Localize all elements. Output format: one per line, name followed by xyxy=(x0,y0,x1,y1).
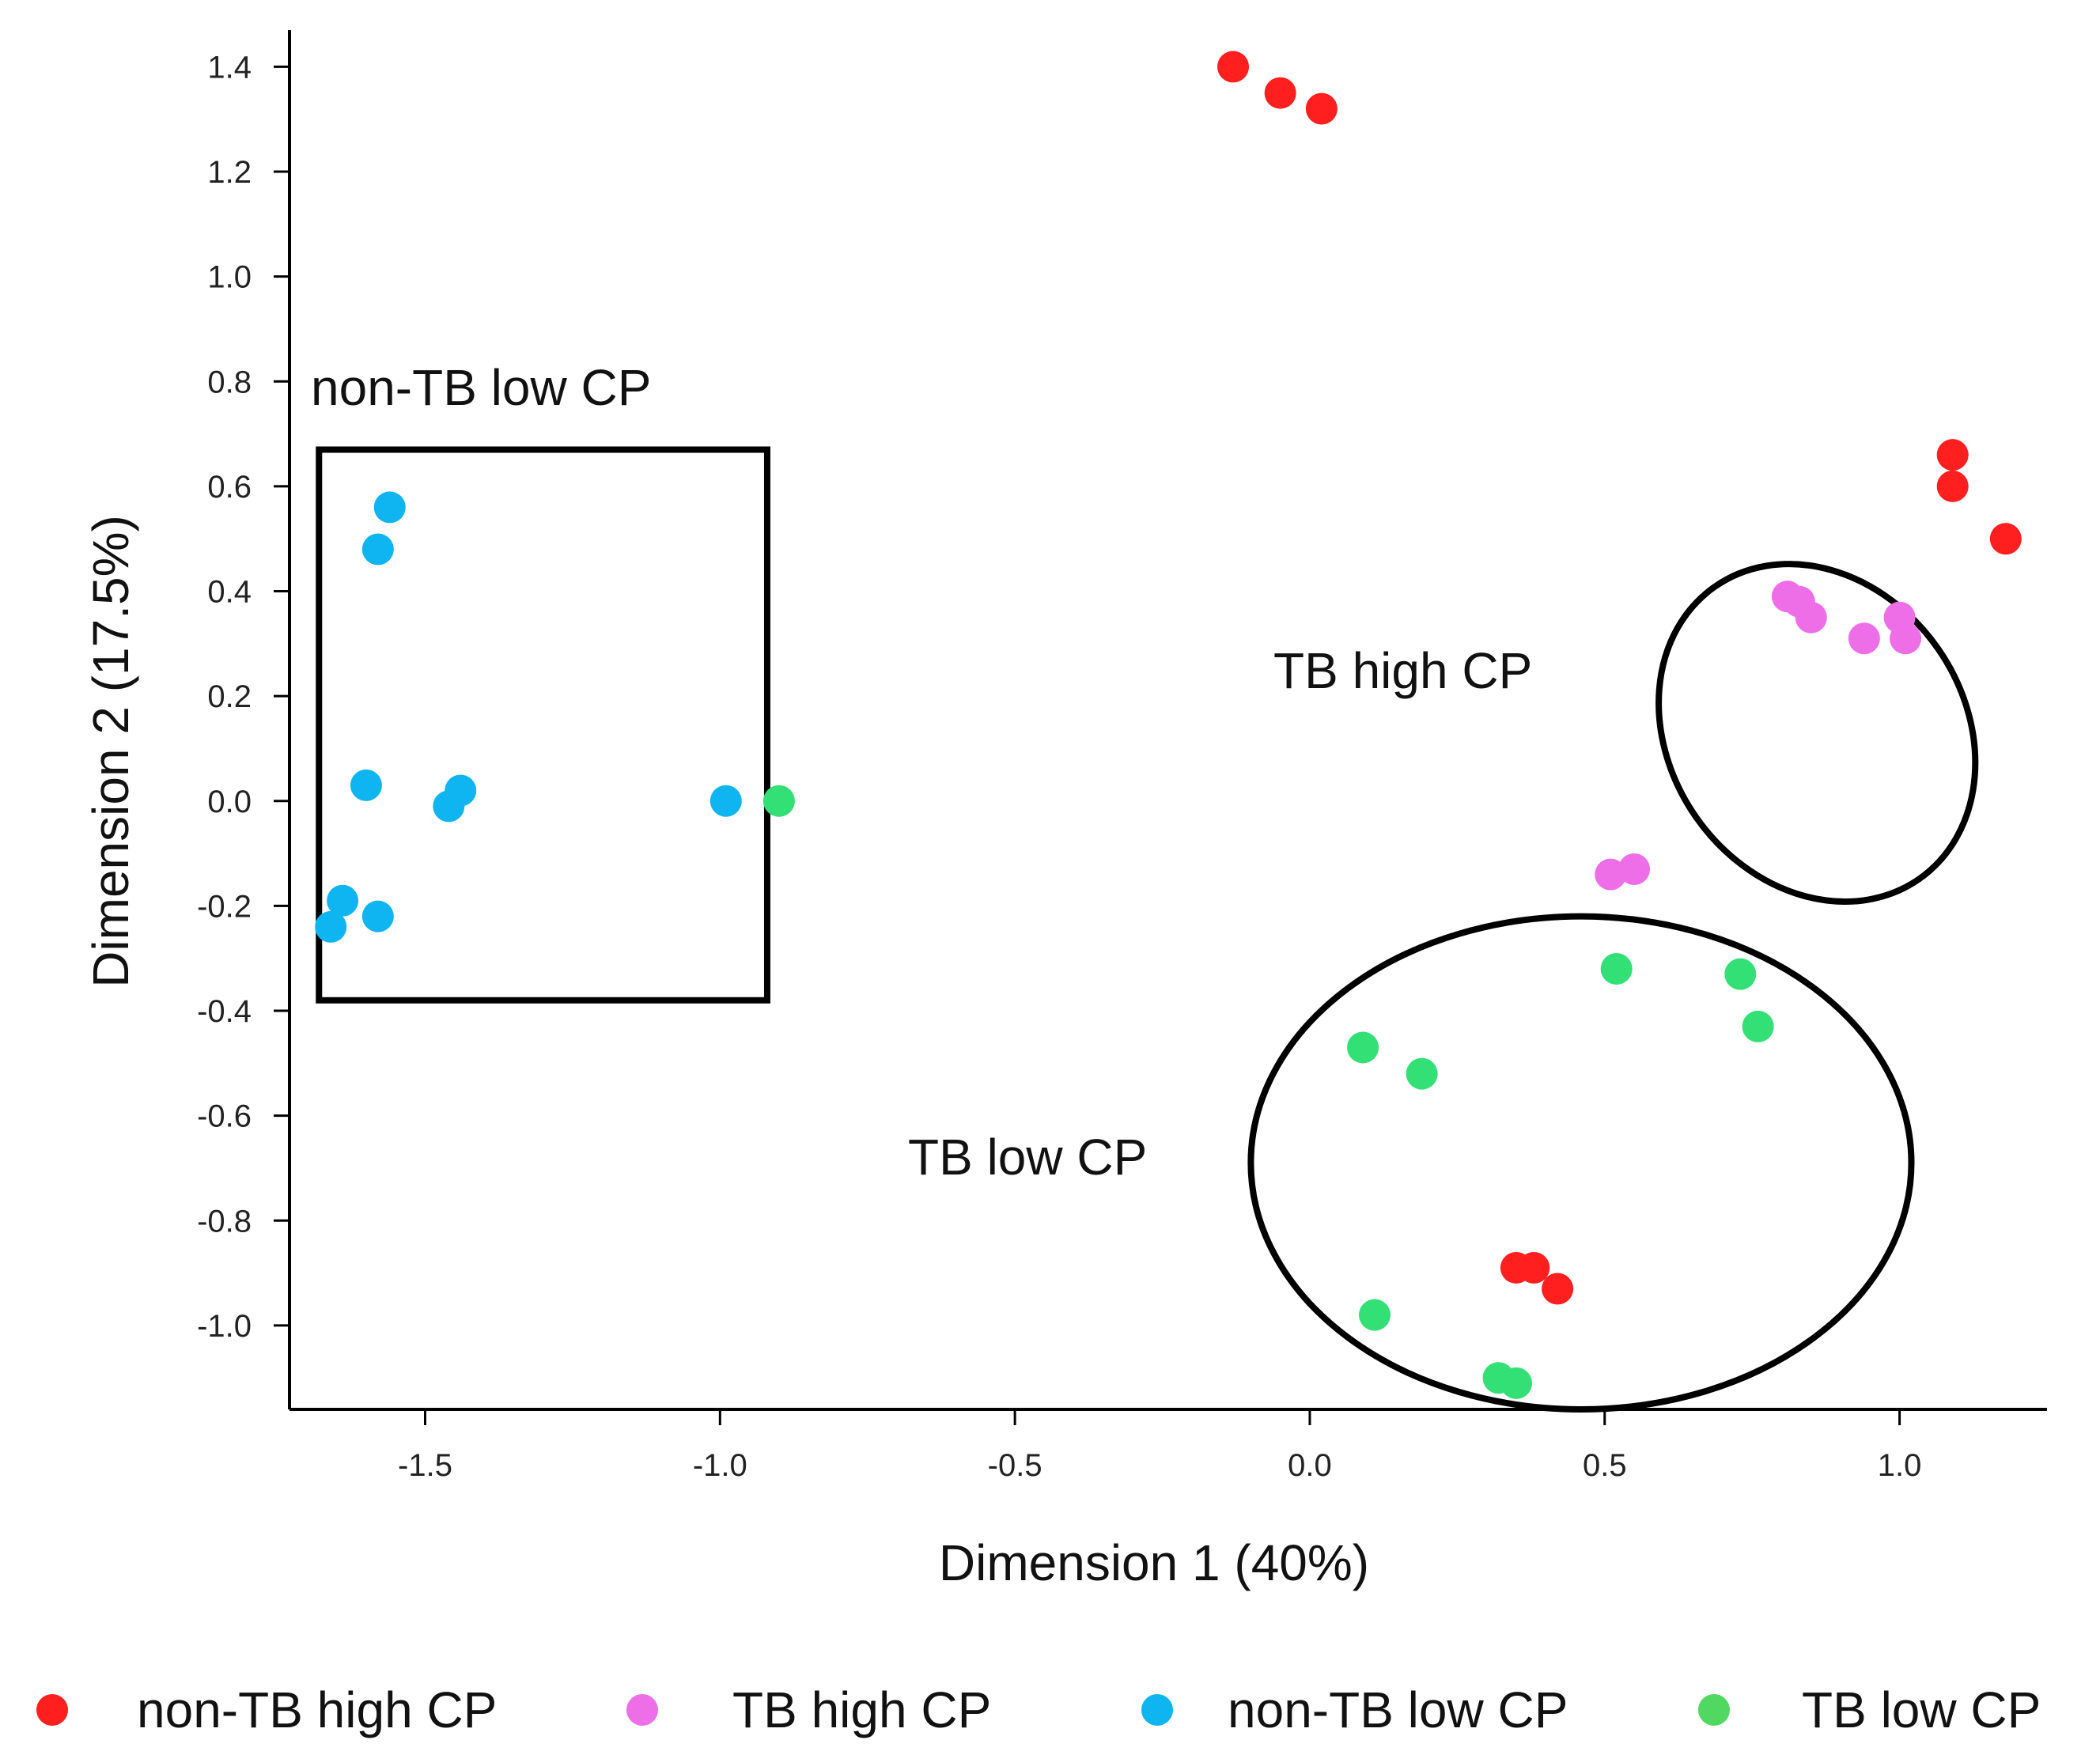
annotation-ellipse xyxy=(1655,561,1979,905)
data-point xyxy=(1217,51,1250,83)
legend-marker xyxy=(626,1694,658,1726)
x-ticks: -1.5 -1.0 -0.5 0.0 0.5 1.0 xyxy=(398,1409,1921,1483)
y-ticks: 1.4 1.2 1.0 0.8 0.6 0.4 0.2 0.0 -0.2 -0.4 -0.6 -0.8… xyxy=(197,50,289,1344)
data-point xyxy=(433,790,465,823)
data-point xyxy=(1518,1251,1550,1284)
y-tick-label: 1.0 xyxy=(207,260,252,295)
data-point xyxy=(315,910,347,943)
y-tick-label: 0.4 xyxy=(207,575,252,610)
x-tick-label: -1.5 xyxy=(398,1448,452,1483)
data-point xyxy=(1936,470,1969,502)
data-points xyxy=(315,51,2022,1399)
annotation-ellipse xyxy=(1247,913,1915,1413)
annotation-label: TB high CP xyxy=(1273,642,1532,699)
y-tick-label: -0.6 xyxy=(197,1099,252,1134)
data-point xyxy=(762,785,795,817)
data-point xyxy=(361,533,394,565)
annotation-layer: non-TB low CP TB high CP TB low CP xyxy=(311,359,1979,1413)
legend-label: non-TB high CP xyxy=(137,1681,497,1738)
x-tick-label: -1.0 xyxy=(693,1448,747,1483)
data-point xyxy=(1264,77,1296,109)
y-tick-label: -0.2 xyxy=(197,889,252,924)
legend-label: TB low CP xyxy=(1802,1681,2041,1738)
series-group xyxy=(762,785,1774,1399)
legend-marker xyxy=(1698,1694,1730,1726)
data-point xyxy=(1724,958,1757,990)
series-group xyxy=(1595,581,1922,891)
y-tick-label: 0.6 xyxy=(207,470,252,505)
y-tick-label: 1.4 xyxy=(207,50,252,85)
data-point xyxy=(1305,93,1338,125)
data-point xyxy=(1890,622,1922,655)
y-tick-label: 0.8 xyxy=(207,365,252,399)
legend-label: TB high CP xyxy=(732,1681,991,1738)
data-point xyxy=(327,884,359,917)
y-tick-label: 1.2 xyxy=(207,155,252,190)
y-tick-label: 0.2 xyxy=(207,679,252,714)
data-point xyxy=(1936,439,1969,471)
x-axis-title: Dimension 1 (40%) xyxy=(939,1534,1369,1591)
y-tick-label: -0.8 xyxy=(197,1204,252,1239)
data-point xyxy=(1848,622,1880,655)
annotation-label: TB low CP xyxy=(908,1129,1147,1186)
data-point xyxy=(1618,853,1651,885)
axes: -1.5 -1.0 -0.5 0.0 0.5 1.0 1.4 1.2 1.0 0.8 0.6 0.4… xyxy=(82,30,2047,1591)
data-point xyxy=(1500,1367,1532,1399)
data-point xyxy=(373,491,406,524)
data-point xyxy=(709,785,742,817)
y-tick-label: 0.0 xyxy=(207,785,252,819)
legend-marker xyxy=(36,1694,68,1726)
data-point xyxy=(350,769,382,801)
y-tick-label: -1.0 xyxy=(197,1309,252,1344)
y-tick-label: -0.4 xyxy=(197,994,252,1029)
data-point xyxy=(361,900,394,932)
series-group xyxy=(1217,51,2022,1305)
legend-label: non-TB low CP xyxy=(1228,1681,1568,1738)
legend-marker xyxy=(1141,1694,1173,1726)
x-tick-label: 0.0 xyxy=(1288,1448,1332,1483)
data-point xyxy=(1406,1057,1438,1090)
data-point xyxy=(1347,1031,1379,1064)
data-point xyxy=(1989,523,2022,555)
y-axis-title: Dimension 2 (17.5%) xyxy=(82,515,139,988)
annotation-label: non-TB low CP xyxy=(311,359,651,416)
legend: non-TB high CP TB high CP non-TB low CP TB … xyxy=(36,1681,2041,1738)
data-point xyxy=(1600,952,1633,985)
data-point xyxy=(1595,858,1627,891)
x-tick-label: -0.5 xyxy=(988,1448,1042,1483)
data-point xyxy=(1358,1299,1391,1331)
data-point xyxy=(1795,601,1827,634)
x-tick-label: 1.0 xyxy=(1878,1448,1922,1483)
series-group xyxy=(315,491,742,943)
data-point xyxy=(1742,1010,1774,1042)
data-point xyxy=(1542,1273,1574,1305)
x-tick-label: 0.5 xyxy=(1583,1448,1627,1483)
annotation-box xyxy=(316,446,770,1004)
